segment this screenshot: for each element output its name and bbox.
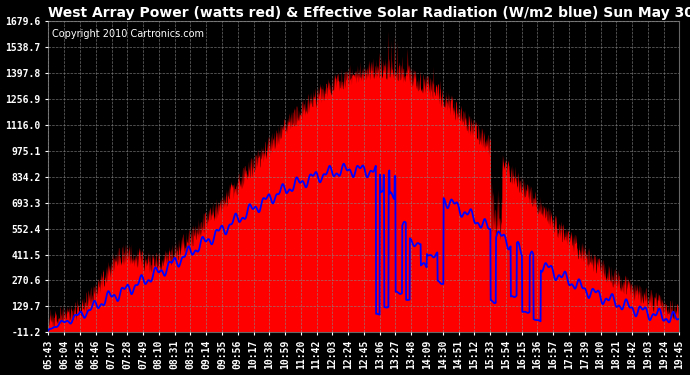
Text: West Array Power (watts red) & Effective Solar Radiation (W/m2 blue) Sun May 30 : West Array Power (watts red) & Effective… — [48, 6, 690, 20]
Text: Copyright 2010 Cartronics.com: Copyright 2010 Cartronics.com — [52, 28, 204, 39]
